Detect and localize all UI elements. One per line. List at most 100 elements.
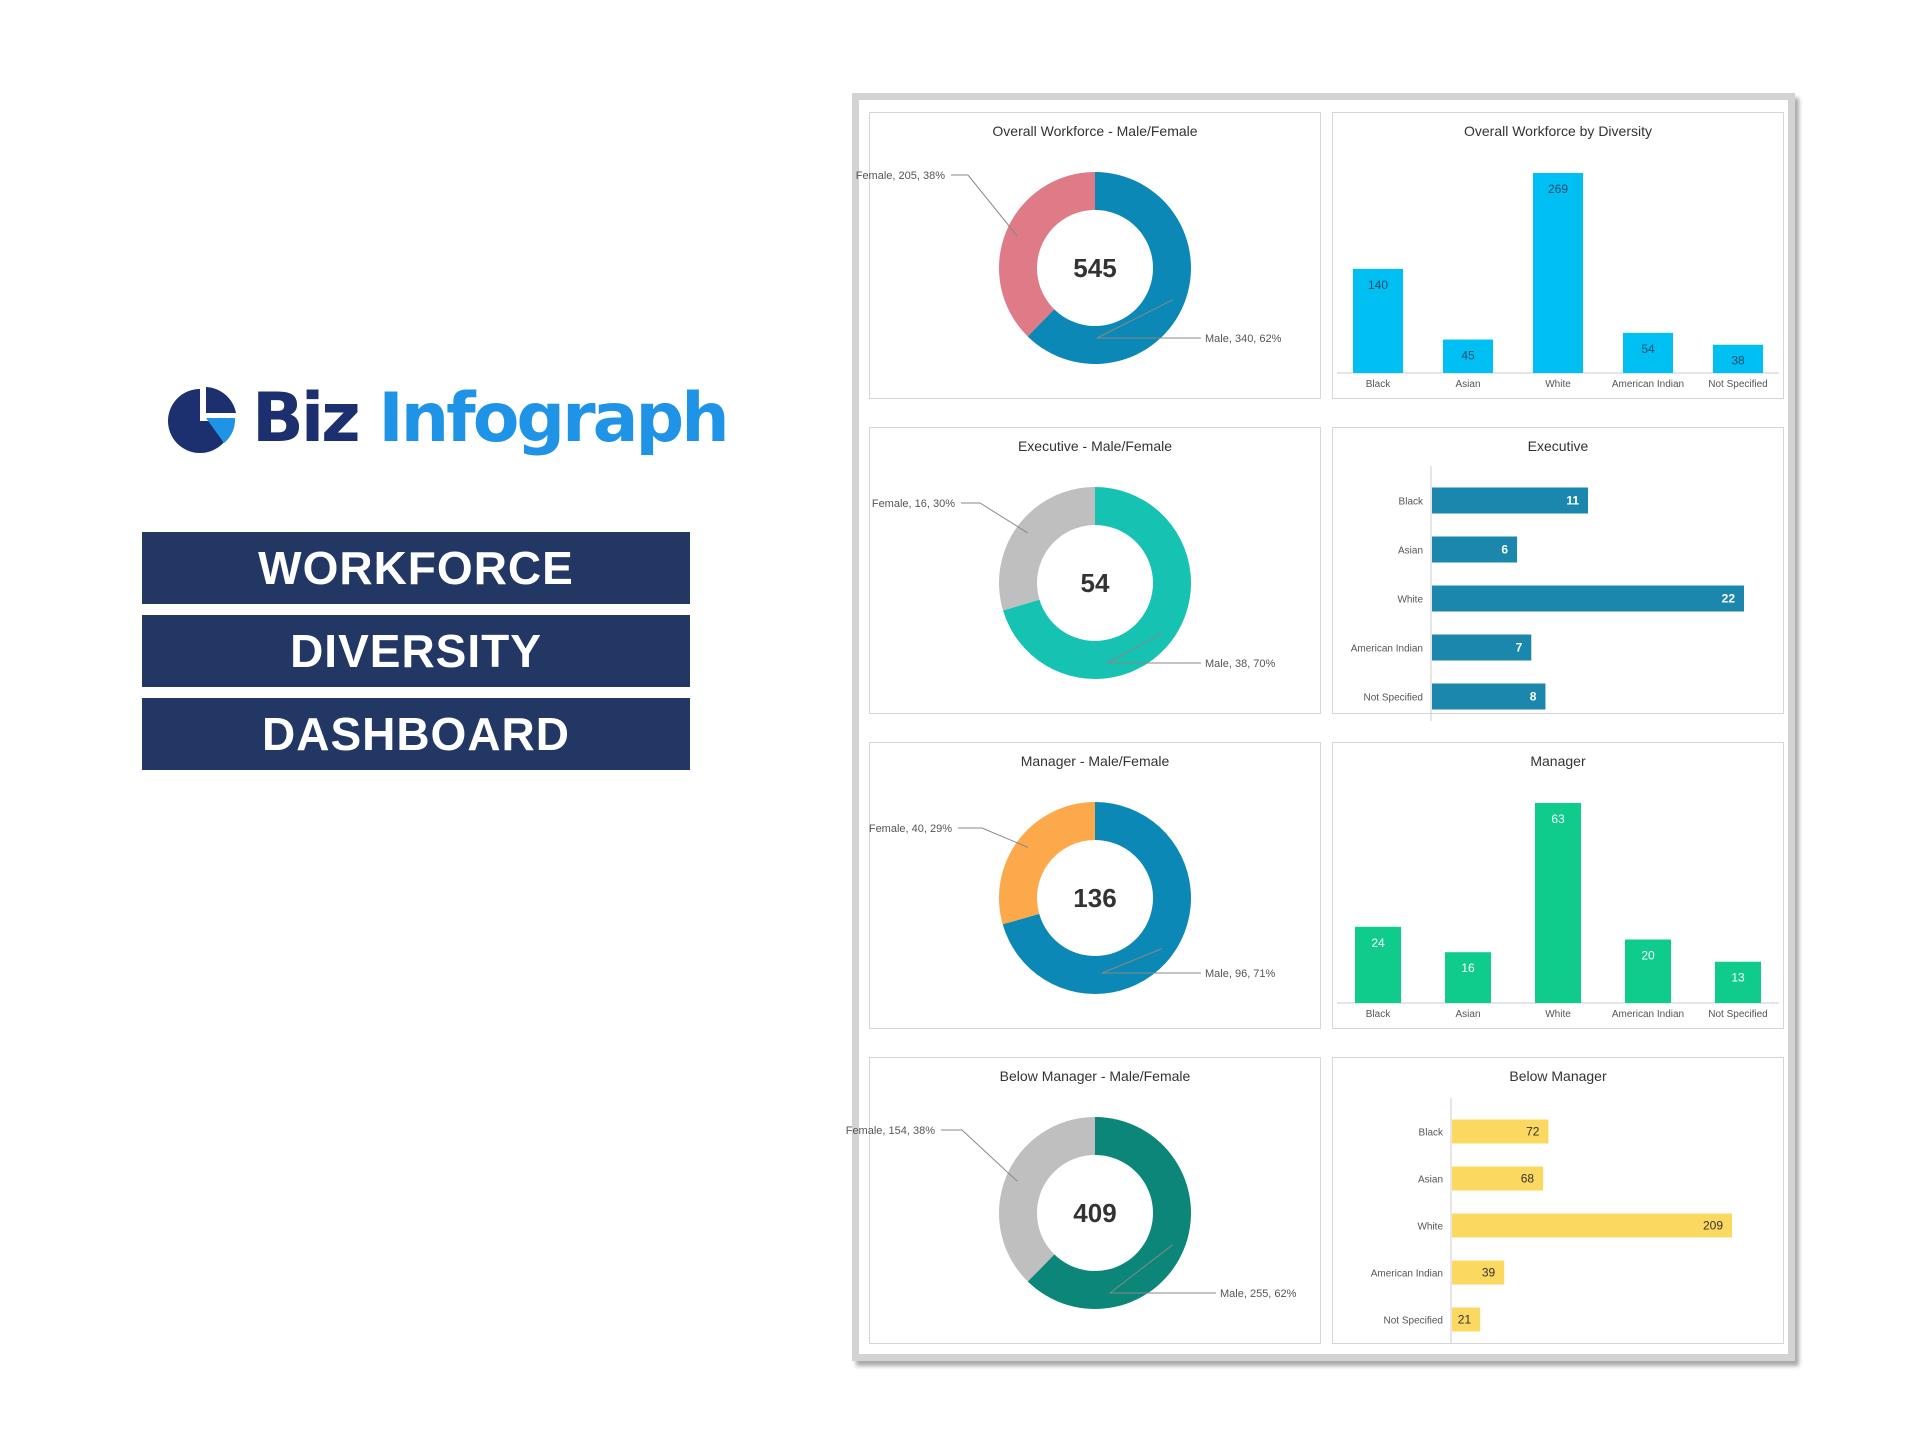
donut-label-female: Female, 205, 38% <box>856 170 945 182</box>
bar-asian <box>1432 536 1518 563</box>
bar-value-american-indian: 54 <box>1641 342 1655 356</box>
y-tick-black: Black <box>1399 497 1424 508</box>
leader-line <box>961 502 1028 534</box>
biz-infograph-logo: Biz Infograph <box>160 375 730 465</box>
y-tick-not-specified: Not Specified <box>1364 693 1423 704</box>
x-tick-not-specified: Not Specified <box>1708 1009 1767 1020</box>
bar-chart-overall-diversity: 140 Black 45 Asian 269 White 54 American Indian… <box>1337 173 1779 390</box>
donut-slice-female <box>999 487 1095 611</box>
bar-asian <box>1452 1166 1544 1191</box>
bar-american-indian <box>1432 634 1532 661</box>
panel-title: Manager <box>1530 753 1586 769</box>
logo-brand-infograph: Infograph <box>378 379 729 458</box>
leader-line <box>1108 1244 1216 1294</box>
donut-center-total: 409 <box>1073 1198 1116 1228</box>
donut-slice-male <box>1002 802 1191 994</box>
donut-center-total: 136 <box>1073 883 1116 913</box>
bar-value-american-indian: 39 <box>1482 1266 1496 1280</box>
leader-line <box>958 827 1029 848</box>
donut-label-female: Female, 40, 29% <box>869 823 952 835</box>
leader-line <box>1096 299 1201 339</box>
bar-value-not-specified: 13 <box>1731 971 1745 985</box>
bar-value-asian: 6 <box>1501 543 1508 557</box>
panel-title: Below Manager <box>1509 1068 1607 1084</box>
donut-center-total: 545 <box>1073 253 1116 283</box>
bar-value-white: 269 <box>1548 182 1568 196</box>
panel-title: Overall Workforce - Male/Female <box>992 123 1198 139</box>
banner-dashboard: DASHBOARD <box>142 698 690 770</box>
donut-label-male: Male, 340, 62% <box>1205 333 1282 345</box>
bar-american-indian <box>1452 1260 1505 1285</box>
bar-chart-executive: 11 Black 6 Asian 22 White 7 American Indian 8 Not… <box>1351 466 1744 721</box>
x-tick-white: White <box>1545 1009 1571 1020</box>
donut-slice-female <box>999 172 1095 337</box>
bar-black <box>1353 268 1403 373</box>
donut-chart-overall: 545 Female, 205, 38% Male, 340, 62% <box>856 170 1282 364</box>
bar-not-specified <box>1432 683 1546 710</box>
bar-value-asian: 68 <box>1521 1172 1535 1186</box>
panel-title: Executive - Male/Female <box>1017 438 1173 454</box>
bar-value-not-specified: 21 <box>1458 1313 1472 1327</box>
panel-executive-gender: Executive - Male/Female 54 Female, 16, 30… <box>869 427 1321 714</box>
leader-line <box>941 1129 1018 1182</box>
donut-chart-manager: 136 Female, 40, 29% Male, 96, 71% <box>869 802 1276 994</box>
banner-workforce: WORKFORCE <box>142 532 690 604</box>
x-tick-black: Black <box>1366 379 1391 390</box>
bar-value-not-specified: 38 <box>1731 354 1745 368</box>
panel-title: Overall Workforce by Diversity <box>1463 123 1652 139</box>
donut-chart-executive: 54 Female, 16, 30% Male, 38, 70% <box>872 487 1276 679</box>
bar-value-white: 63 <box>1551 812 1565 826</box>
x-tick-american-indian: American Indian <box>1612 1009 1684 1020</box>
bar-value-american-indian: 20 <box>1641 949 1655 963</box>
bar-value-asian: 16 <box>1461 961 1475 975</box>
donut-label-female: Female, 16, 30% <box>872 498 955 510</box>
x-tick-black: Black <box>1366 1009 1391 1020</box>
donut-center-total: 54 <box>1081 568 1110 598</box>
donut-slice-male <box>1027 1117 1191 1309</box>
donut-slice-female <box>999 802 1095 925</box>
bar-american-indian <box>1625 939 1671 1003</box>
y-tick-american-indian: American Indian <box>1371 1269 1443 1280</box>
bar-chart-below-manager: 72 Black 68 Asian 209 White 39 American Indian 2… <box>1371 1098 1732 1343</box>
panel-title: Executive <box>1527 438 1589 454</box>
donut-label-male: Male, 38, 70% <box>1205 658 1276 670</box>
x-tick-not-specified: Not Specified <box>1708 379 1767 390</box>
bar-not-specified <box>1715 961 1761 1003</box>
bar-value-white: 22 <box>1722 592 1736 606</box>
bar-white <box>1432 585 1744 612</box>
bar-chart-manager: 24 Black 16 Asian 63 White 20 American Indian 13… <box>1337 803 1779 1020</box>
bar-white <box>1533 173 1583 373</box>
logo-brand-biz: Biz <box>252 379 361 458</box>
x-tick-white: White <box>1545 379 1571 390</box>
y-tick-asian: Asian <box>1398 546 1423 557</box>
panel-overall-diversity: Overall Workforce by Diversity 140 Black 4… <box>1332 112 1784 399</box>
donut-chart-below-manager: 409 Female, 154, 38% Male, 255, 62% <box>846 1117 1297 1309</box>
donut-label-female: Female, 154, 38% <box>846 1125 935 1137</box>
bar-value-white: 209 <box>1703 1219 1723 1233</box>
bar-american-indian <box>1623 332 1673 373</box>
bar-white <box>1452 1213 1732 1238</box>
y-tick-black: Black <box>1419 1128 1444 1139</box>
donut-label-male: Male, 255, 62% <box>1220 1288 1297 1300</box>
y-tick-white: White <box>1397 595 1423 606</box>
bar-asian <box>1445 952 1491 1003</box>
leader-line <box>1101 948 1201 974</box>
bar-value-asian: 45 <box>1461 349 1475 363</box>
bar-value-black: 72 <box>1526 1125 1540 1139</box>
bar-value-american-indian: 7 <box>1516 641 1523 655</box>
bar-value-black: 11 <box>1566 494 1579 508</box>
bar-black <box>1355 926 1401 1003</box>
bar-white <box>1535 803 1581 1003</box>
panel-manager-gender: Manager - Male/Female 136 Female, 40, 29%… <box>869 742 1321 1029</box>
panel-title: Manager - Male/Female <box>1020 753 1170 769</box>
bar-value-black: 140 <box>1368 278 1388 292</box>
panel-title: Below Manager - Male/Female <box>999 1068 1191 1084</box>
bar-black <box>1432 487 1588 514</box>
bar-not-specified <box>1713 344 1763 373</box>
panel-below-manager-gender: Below Manager - Male/Female 409 Female, 1… <box>846 1057 1321 1344</box>
dashboard-frame: Overall Workforce - Male/Female 545 Femal… <box>846 93 1795 1361</box>
y-tick-american-indian: American Indian <box>1351 644 1423 655</box>
panel-below-manager-diversity: Below Manager 72 Black 68 Asian 209 White 39 Am… <box>1332 1057 1784 1344</box>
x-tick-asian: Asian <box>1455 379 1480 390</box>
y-tick-asian: Asian <box>1418 1175 1443 1186</box>
